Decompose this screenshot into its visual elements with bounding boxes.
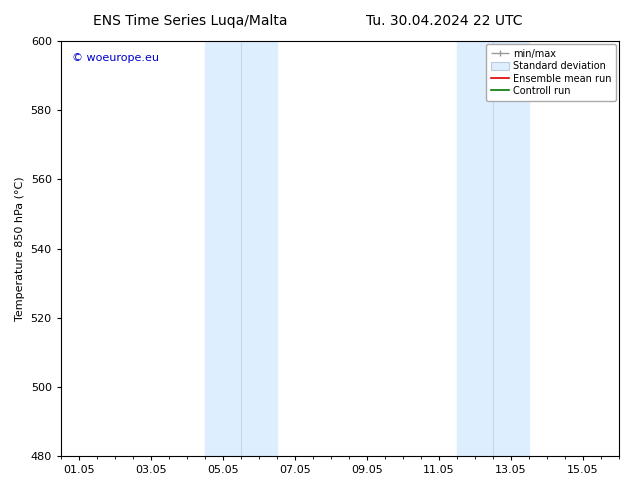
Y-axis label: Temperature 850 hPa (°C): Temperature 850 hPa (°C) — [15, 176, 25, 321]
Bar — [457, 41, 529, 456]
Bar — [205, 41, 277, 456]
Text: Tu. 30.04.2024 22 UTC: Tu. 30.04.2024 22 UTC — [366, 14, 522, 28]
Legend: min/max, Standard deviation, Ensemble mean run, Controll run: min/max, Standard deviation, Ensemble me… — [486, 44, 616, 101]
Text: ENS Time Series Luqa/Malta: ENS Time Series Luqa/Malta — [93, 14, 287, 28]
Text: © woeurope.eu: © woeurope.eu — [72, 53, 159, 64]
